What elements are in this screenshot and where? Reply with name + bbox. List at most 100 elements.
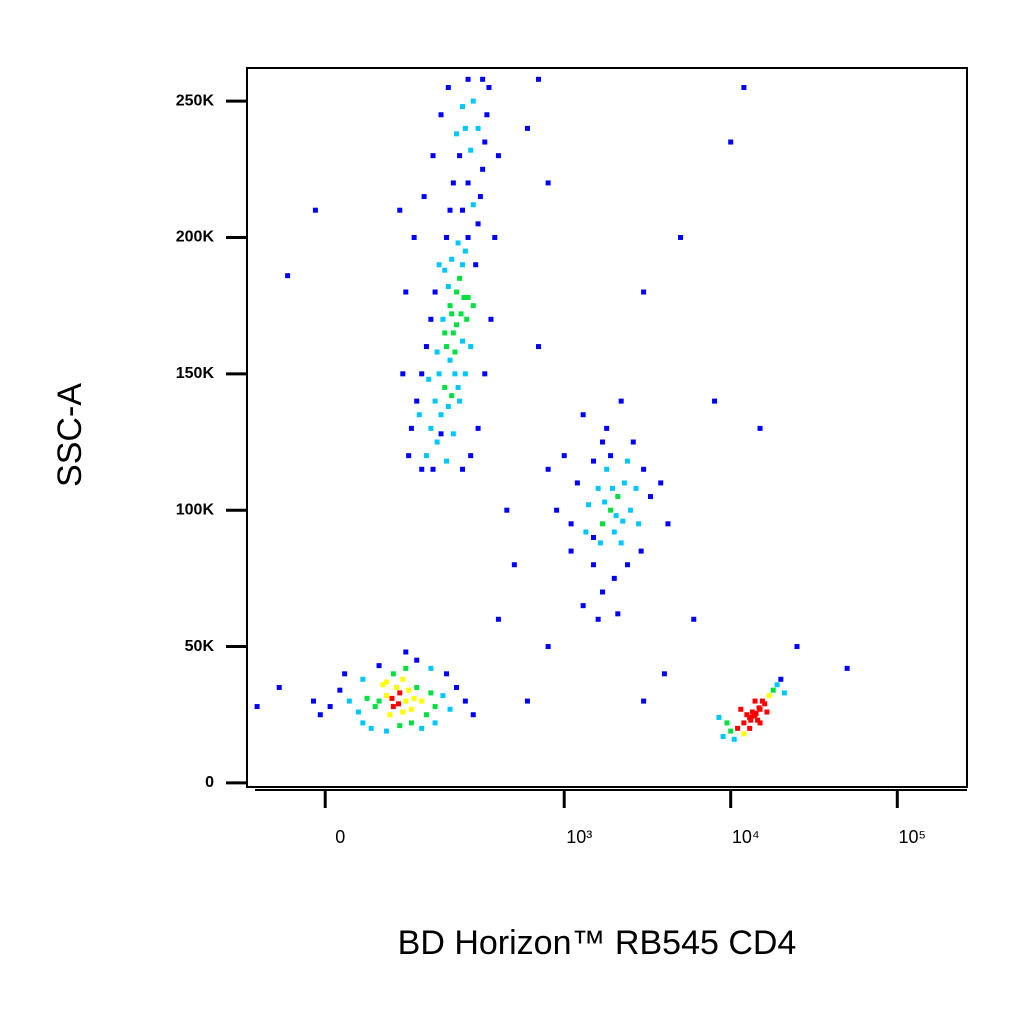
event-dot [450,330,456,336]
event-dot [376,663,382,669]
event-dot [647,494,653,500]
event-dot [458,311,464,317]
event-dot [454,322,460,328]
event-dot [759,698,765,704]
event-dot [337,687,343,693]
event-dot [735,725,741,731]
event-dot [600,521,606,527]
event-dot [486,84,492,90]
event-dot [480,166,486,172]
event-dot [400,371,406,377]
event-dot [440,316,446,322]
event-dot [285,273,291,279]
event-dot [770,687,776,693]
event-dot [430,466,436,472]
event-dot [748,717,754,723]
event-dot [396,701,402,707]
event-dot [423,712,429,718]
event-dot [426,376,432,382]
event-dot [400,709,406,715]
event-dot [602,499,608,505]
event-dot [414,398,420,404]
event-dot [475,425,481,431]
event-dot [442,384,448,390]
event-dot [406,687,412,693]
event-dot [310,698,316,704]
x-tick-label: 0 [335,827,345,847]
event-dot [751,713,757,719]
event-dot [641,466,647,472]
event-dot [460,262,466,268]
event-dot [447,303,453,309]
event-dot [738,706,744,712]
event-dot [360,720,366,726]
y-tick-label: 100K [176,501,215,518]
event-dot [620,518,626,524]
event-dot [447,706,453,712]
event-dot [590,562,596,568]
event-dot [419,725,425,731]
event-dot [755,717,761,723]
y-tick-label: 150K [176,365,215,382]
event-dot [752,698,758,704]
y-tick-label: 50K [185,638,215,655]
event-dot [254,704,260,710]
event-dot [276,684,282,690]
plot-frame [246,67,968,788]
event-dot [457,398,463,404]
y-axis-title: SSC-A [51,383,89,487]
event-dot [641,289,647,295]
event-dot [665,521,671,527]
event-dot [403,698,409,704]
event-dot [724,720,730,726]
event-dot [434,439,440,445]
event-dot [423,453,429,459]
event-dot [511,562,517,568]
event-dot [416,412,422,418]
event-dot [618,540,624,546]
event-dot [583,529,589,535]
event-dot [438,431,444,437]
event-dot [428,316,434,322]
event-dot [470,202,476,208]
event-dot [421,194,427,200]
event-dot [438,412,444,418]
event-dot [450,180,456,186]
event-dot [484,112,490,118]
event-dot [390,671,396,677]
event-dot [844,665,850,671]
event-dot [590,534,596,540]
event-dot [624,458,630,464]
event-dot [442,267,448,273]
event-dot [658,480,664,486]
event-dot [428,690,434,696]
event-dot [454,289,460,295]
event-dot [764,709,770,715]
event-dot [460,466,466,472]
event-dot [465,76,471,82]
event-dot [447,207,453,213]
event-dot [444,671,450,677]
event-dot [432,720,438,726]
event-dot [368,725,374,731]
event-dot [442,330,448,336]
event-dot [438,112,444,118]
event-dot [661,671,667,677]
event-dot [716,714,722,720]
event-dot [615,611,621,617]
event-dot [411,234,417,240]
event-dot [468,344,474,350]
event-dot [604,466,610,472]
event-dot [595,485,601,491]
event-dot [440,693,446,699]
event-dot [419,466,425,472]
event-dot [444,344,450,350]
event-dot [615,494,621,500]
event-dot [608,507,614,513]
event-dot [372,704,378,710]
event-dot [460,104,466,110]
event-dot [445,84,451,90]
event-dot [774,682,780,688]
event-dot [495,616,501,622]
event-dot [636,521,642,527]
